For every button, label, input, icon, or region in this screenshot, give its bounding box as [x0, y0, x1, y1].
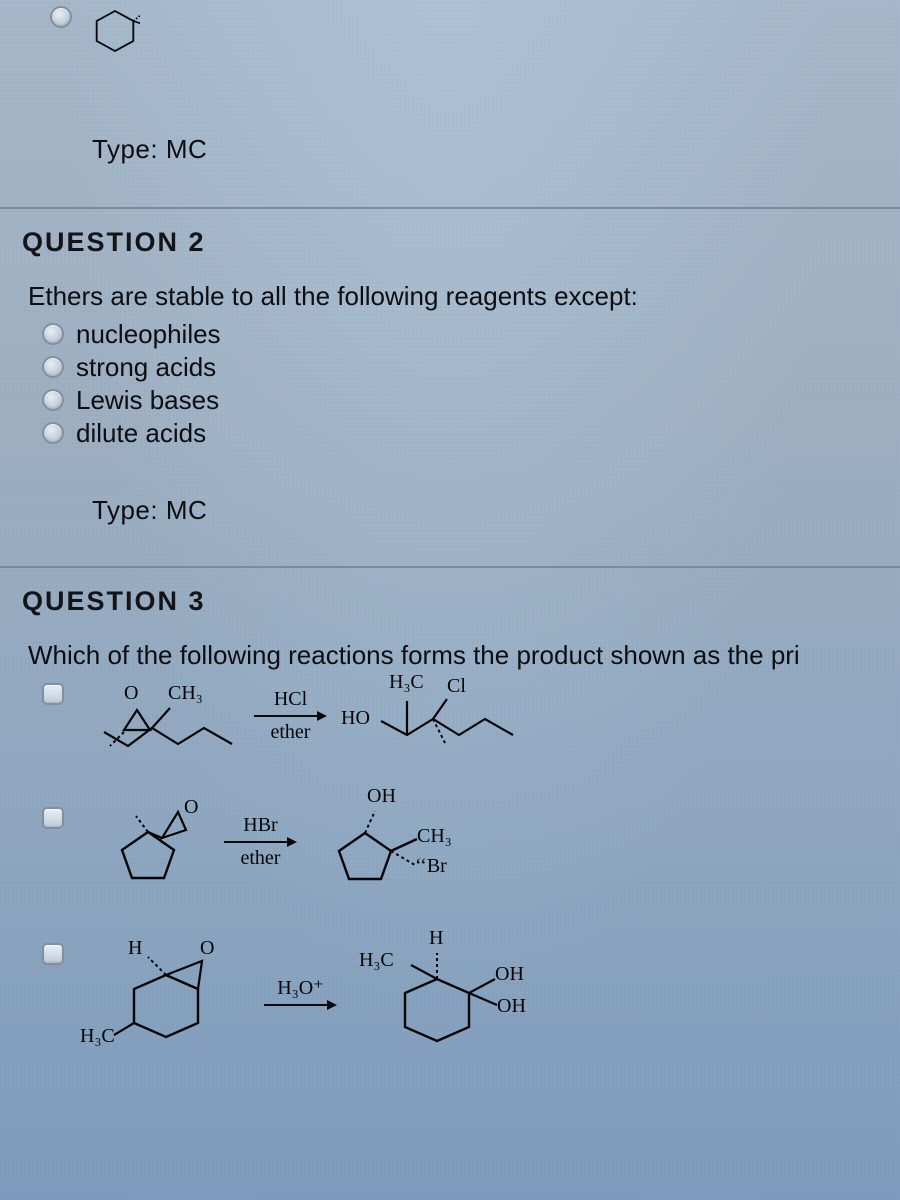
section-divider — [0, 207, 900, 209]
reaction-2: O HBr ether OH CH₃ ‘ — [86, 787, 485, 897]
reaction-options-area: O CH₃ HCl ether H₃C — [42, 677, 880, 1107]
atom-label: H₃C — [80, 1025, 115, 1048]
q3-option-2-checkbox[interactable] — [42, 807, 64, 829]
reaction-3: H O H₃C H₃O⁺ — [86, 917, 555, 1047]
radio-icon — [42, 323, 64, 345]
atom-label: CH₃ — [417, 825, 452, 848]
atom-label: H₃C — [359, 949, 394, 972]
atom-label: CH₃ — [168, 682, 203, 705]
section-divider — [0, 566, 900, 568]
question-3-heading: QUESTION 3 — [22, 586, 880, 617]
option-label: nucleophiles — [76, 319, 221, 350]
atom-label: H₃C — [389, 671, 424, 694]
atom-label: H — [429, 927, 443, 950]
q3-option-3-checkbox[interactable] — [42, 943, 64, 965]
atom-label: OH — [367, 785, 396, 808]
atom-label: H — [128, 937, 142, 960]
atom-label: O — [124, 682, 138, 705]
reactant-structure-icon: O CH₃ — [86, 676, 246, 756]
radio-icon — [42, 356, 64, 378]
cyclohexane-structure-icon — [90, 6, 140, 56]
question-type-label: Type: MC — [92, 495, 207, 525]
q2-option-dilute-acids[interactable]: dilute acids — [42, 418, 880, 449]
atom-label: O — [200, 937, 214, 960]
atom-label: HO — [341, 707, 370, 730]
atom-label: O — [184, 796, 198, 819]
previous-question-fragment — [0, 0, 900, 90]
radio-option-fragment[interactable] — [50, 6, 72, 28]
atom-label: OH — [497, 995, 526, 1018]
product-structure-icon: H₃C Cl HO — [335, 671, 525, 761]
question-2-block: QUESTION 2 Ethers are stable to all the … — [0, 209, 900, 566]
reagent-top-label: H₃O⁺ — [277, 975, 323, 1000]
reactant-structure-icon: H O H₃C — [86, 917, 256, 1047]
question-3-prompt: Which of the following reactions forms t… — [28, 639, 880, 672]
q3-option-1-checkbox[interactable] — [42, 683, 64, 705]
question-type-label: Type: MC — [92, 134, 207, 164]
radio-icon — [42, 389, 64, 411]
atom-label: OH — [495, 963, 524, 986]
q2-option-strong-acids[interactable]: strong acids — [42, 352, 880, 383]
reagent-top-label: HCl — [274, 688, 307, 711]
option-label: strong acids — [76, 352, 216, 383]
option-label: dilute acids — [76, 418, 206, 449]
question-2-prompt: Ethers are stable to all the following r… — [28, 280, 880, 313]
q2-option-nucleophiles[interactable]: nucleophiles — [42, 319, 880, 350]
question-2-heading: QUESTION 2 — [22, 227, 880, 258]
reagent-bottom-label: ether — [241, 847, 281, 870]
atom-label: Cl — [447, 675, 466, 698]
reagent-top-label: HBr — [243, 814, 277, 837]
radio-icon — [42, 422, 64, 444]
reaction-arrow-icon: HBr ether — [224, 814, 297, 870]
atom-label: ‘‘Br — [415, 855, 447, 878]
option-label: Lewis bases — [76, 385, 219, 416]
reaction-arrow-icon: H₃O⁺ — [264, 975, 337, 1010]
product-structure-icon: OH CH₃ ‘‘Br — [305, 787, 485, 897]
q2-option-lewis-bases[interactable]: Lewis bases — [42, 385, 880, 416]
reagent-bottom-label: ether — [271, 721, 311, 744]
product-structure-icon: H H₃C OH OH — [345, 917, 555, 1047]
reactant-structure-icon: O — [86, 792, 216, 892]
question-3-block: QUESTION 3 Which of the following reacti… — [0, 568, 900, 1108]
reaction-1: O CH₃ HCl ether H₃C — [86, 671, 525, 761]
reaction-arrow-icon: HCl ether — [254, 688, 327, 744]
